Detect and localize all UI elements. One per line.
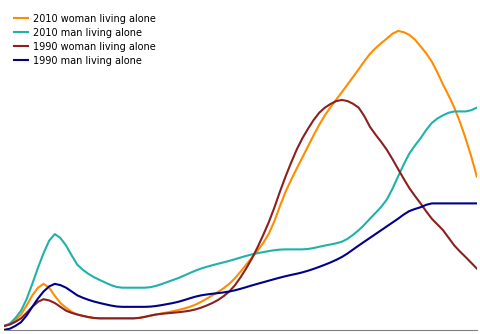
1990 man living alone xyxy=(451,201,456,205)
1990 woman living alone xyxy=(338,98,344,102)
2010 woman living alone xyxy=(1,324,7,328)
Line: 1990 man living alone: 1990 man living alone xyxy=(4,203,476,330)
1990 woman living alone xyxy=(237,276,243,280)
1990 woman living alone xyxy=(451,243,456,247)
2010 woman living alone xyxy=(451,106,456,110)
2010 man living alone xyxy=(1,324,7,328)
1990 woman living alone xyxy=(142,315,147,319)
2010 man living alone xyxy=(142,286,147,290)
1990 woman living alone xyxy=(1,324,7,328)
2010 woman living alone xyxy=(80,314,85,318)
2010 man living alone xyxy=(80,268,85,272)
2010 woman living alone xyxy=(147,314,153,318)
2010 woman living alone xyxy=(164,310,170,314)
2010 man living alone xyxy=(237,256,243,260)
1990 man living alone xyxy=(473,201,479,205)
2010 man living alone xyxy=(164,280,170,284)
Line: 2010 woman living alone: 2010 woman living alone xyxy=(4,31,476,326)
1990 man living alone xyxy=(428,201,434,205)
2010 woman living alone xyxy=(237,270,243,274)
2010 man living alone xyxy=(147,285,153,289)
Line: 1990 woman living alone: 1990 woman living alone xyxy=(4,100,476,326)
Legend: 2010 woman living alone, 2010 man living alone, 1990 woman living alone, 1990 ma: 2010 woman living alone, 2010 man living… xyxy=(9,9,161,70)
2010 man living alone xyxy=(473,106,479,110)
1990 man living alone xyxy=(147,305,153,309)
2010 woman living alone xyxy=(395,29,400,33)
1990 man living alone xyxy=(142,305,147,309)
1990 woman living alone xyxy=(164,311,170,315)
1990 woman living alone xyxy=(80,314,85,318)
1990 man living alone xyxy=(1,328,7,332)
1990 woman living alone xyxy=(473,267,479,271)
2010 man living alone xyxy=(445,111,451,115)
1990 man living alone xyxy=(164,302,170,306)
2010 woman living alone xyxy=(473,175,479,179)
1990 woman living alone xyxy=(147,314,153,318)
1990 man living alone xyxy=(237,287,243,291)
2010 woman living alone xyxy=(142,315,147,319)
Line: 2010 man living alone: 2010 man living alone xyxy=(4,108,476,326)
1990 man living alone xyxy=(80,296,85,300)
